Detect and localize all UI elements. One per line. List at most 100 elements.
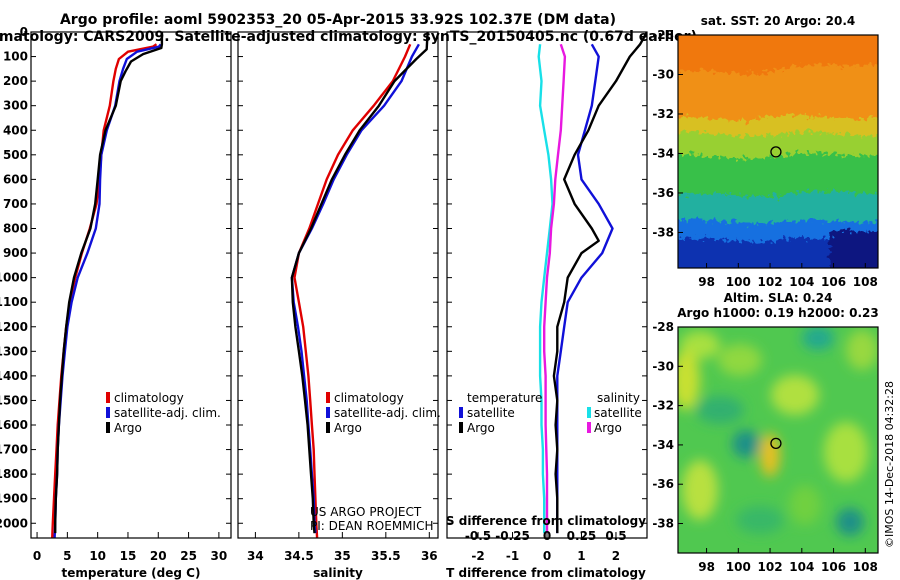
salinity-panel: 34 34.5 35 35.5 36 salinity climatology sate…	[237, 31, 441, 580]
salinity-lines	[290, 32, 429, 538]
salinity-frame	[237, 31, 439, 539]
map-xtick-label: 106	[821, 560, 846, 574]
map-ytick-label: -34	[652, 146, 674, 160]
map-xtick-label: 102	[758, 560, 783, 574]
xtick-label: 0	[543, 549, 551, 563]
map-xtick-label: 100	[726, 275, 751, 289]
ytick-label: 1400	[0, 369, 28, 383]
legend-satellite-swatch	[106, 407, 110, 418]
sst-argo-location-marker	[770, 146, 782, 158]
top-xtick-label: 0.5	[605, 529, 626, 543]
top-xtick-label: -0.5	[465, 529, 491, 543]
xtick-label: 1	[577, 549, 585, 563]
temperature-lines	[51, 32, 164, 538]
difference-ticks: -2 -1 0 1 2	[447, 31, 647, 563]
xtick-label: 34.5	[284, 549, 314, 563]
map-ytick-label: -28	[652, 320, 674, 334]
salinity-series-argo	[290, 32, 429, 534]
difference-legend-salinity: salinity satellite Argo	[587, 391, 642, 435]
map-xtick-label: 102	[758, 275, 783, 289]
sla-blob-2	[678, 350, 700, 410]
map-ytick-label: -38	[652, 517, 674, 531]
sla-blob-7	[696, 396, 744, 424]
sal-legend-satellite-swatch	[326, 407, 330, 418]
sla-blob-13	[836, 508, 864, 536]
xtick-label: 0	[33, 549, 41, 563]
ytick-label: 2000	[0, 516, 28, 530]
ytick-label: 200	[3, 74, 28, 88]
map-ytick-label: -38	[652, 225, 674, 239]
sla-map-panel: Altim. SLA: 0.24 Argo h1000: 0.19 h2000:…	[652, 291, 878, 574]
map-ytick-label: -32	[652, 107, 674, 121]
sla-map-ticks: 98 100 102 104 106 108 -28 -30 -32 -34 -36 -38	[652, 320, 878, 574]
salinity-xlabel: salinity	[313, 566, 363, 580]
sla-blob-11	[682, 460, 718, 520]
map-ytick-label: -28	[652, 28, 674, 42]
ytick-label: 500	[3, 148, 28, 162]
salinity-legend: climatology satellite-adj. clim. Argo	[326, 391, 441, 435]
temperature-xlabel: temperature (deg C)	[62, 566, 201, 580]
ytick-label: 1300	[0, 344, 28, 358]
map-xtick-label: 98	[698, 560, 715, 574]
top-xtick-label: 0	[543, 529, 551, 543]
differences-series-t-argo	[552, 32, 647, 534]
xtick-label: 20	[150, 549, 167, 563]
xtick-label: 35	[334, 549, 351, 563]
sal-legend-climatology-swatch	[326, 392, 330, 403]
dleg-sal-satellite-swatch	[587, 407, 591, 418]
sla-blob-12	[736, 506, 784, 534]
temperature-series-climatology	[51, 43, 158, 538]
legend-satellite-label: satellite-adj. clim.	[114, 406, 221, 420]
difference-panel: -2 -1 0 1 2 T difference from climatology S …	[446, 31, 648, 580]
legend-climatology-label: climatology	[114, 391, 184, 405]
sal-legend-argo-swatch	[326, 422, 330, 433]
ytick-label: 1200	[0, 320, 28, 334]
sla-blob-10	[824, 422, 868, 482]
map-xtick-label: 104	[789, 560, 814, 574]
xtick-label: 25	[180, 549, 197, 563]
xtick-label: 2	[612, 549, 620, 563]
sst-map-frame	[677, 34, 879, 269]
sal-legend-climatology-label: climatology	[334, 391, 404, 405]
xtick-label: 35.5	[371, 549, 401, 563]
map-ytick-label: -32	[652, 399, 674, 413]
dleg-temp-argo-label: Argo	[467, 421, 495, 435]
legend-argo-swatch	[106, 422, 110, 433]
xtick-label: 34	[247, 549, 264, 563]
sst-band-warmest	[678, 35, 878, 74]
sla-blob-9	[760, 433, 780, 477]
ytick-label: 1800	[0, 467, 28, 481]
map-xtick-label: 100	[726, 560, 751, 574]
ytick-label: 900	[3, 246, 28, 260]
map-xtick-label: 106	[821, 275, 846, 289]
temperature-panel: 0100200300400500600700800900100011001200…	[0, 25, 232, 580]
sst-band-navy	[830, 230, 878, 268]
ytick-label: 800	[3, 222, 28, 236]
ytick-label: 1100	[0, 295, 28, 309]
figure-title-line1: Argo profile: aoml 5902353_20 05-Apr-201…	[60, 12, 616, 28]
sst-map-image	[678, 35, 878, 268]
salinity-ticks: 34 34.5 35 35.5 36	[238, 31, 438, 563]
sla-blob-14	[789, 485, 821, 525]
xtick-label: 30	[211, 549, 228, 563]
temperature-legend: climatology satellite-adj. clim. Argo	[106, 391, 221, 435]
sst-map-title: sat. SST: 20 Argo: 20.4	[701, 14, 855, 28]
sla-argo-location-marker	[770, 437, 782, 449]
sla-blob-4	[802, 327, 834, 350]
difference-top-ticks: -0.5 -0.25 0 0.25 0.5	[465, 529, 627, 543]
ytick-label: 0	[20, 25, 28, 39]
ytick-label: 300	[3, 99, 28, 113]
legend-argo-label: Argo	[114, 421, 142, 435]
sal-legend-satellite-label: satellite-adj. clim.	[334, 406, 441, 420]
map-ytick-label: -30	[652, 359, 674, 373]
ytick-label: 1600	[0, 418, 28, 432]
ytick-label: 1900	[0, 492, 28, 506]
ytick-label: 100	[3, 50, 28, 64]
sst-map-panel: sat. SST: 20 Argo: 20.4 98 100 102 104 106 10…	[652, 14, 879, 289]
map-xtick-label: 108	[853, 560, 878, 574]
temperature-ticks: 0100200300400500600700800900100011001200…	[0, 25, 231, 563]
ytick-label: 1500	[0, 393, 28, 407]
map-ytick-label: -30	[652, 67, 674, 81]
sst-band-darkblue	[678, 238, 878, 268]
xtick-label: 10	[89, 549, 106, 563]
